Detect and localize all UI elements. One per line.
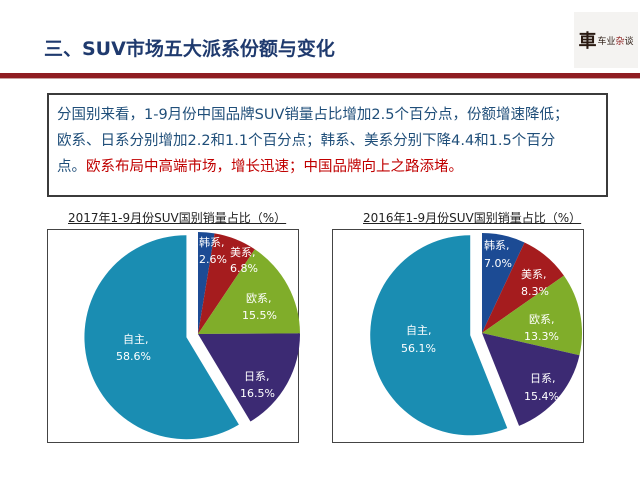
- pie-slice-korean: [482, 233, 525, 333]
- pie-slice-european: [482, 275, 582, 356]
- svg-text:58.6%: 58.6%: [116, 350, 151, 363]
- svg-text:韩系,: 韩系,: [484, 238, 510, 252]
- pie-slice-japanese: [482, 333, 580, 426]
- pie-2016-slices: [370, 233, 582, 436]
- pie-slice-american: [198, 233, 255, 334]
- svg-text:8.3%: 8.3%: [521, 285, 549, 298]
- chart-2016-title: 2016年1-9月份SUV国别销量占比（%）: [363, 211, 582, 225]
- pie-2017-slices: [84, 232, 300, 440]
- chart-2017-pie: 韩系, 2.6% 美系, 6.8% 欧系, 15.5% 日系, 16.5% 自主…: [47, 229, 300, 443]
- summary-line-2: 欧系、日系分别增加2.2和1.1个百分点；韩系、美系分别下降4.4和1.5个百分: [57, 133, 556, 149]
- summary-highlight: 欧系布局中高端市场，增长迅速；中国品牌向上之路添堵。: [86, 159, 463, 175]
- svg-text:美系,: 美系,: [230, 246, 256, 259]
- logo-text: 车业杂谈: [597, 36, 634, 47]
- pie-slice-korean: [198, 232, 215, 334]
- svg-text:13.3%: 13.3%: [524, 330, 559, 343]
- logo-mark-icon: 車: [578, 31, 597, 52]
- svg-text:6.8%: 6.8%: [230, 262, 258, 275]
- svg-text:15.4%: 15.4%: [524, 390, 559, 403]
- summary-line-1: 分国别来看，1-9月份中国品牌SUV销量占比增加2.5个百分点，份额增速降低；: [57, 107, 569, 123]
- chart-2017-title: 2017年1-9月份SUV国别销量占比（%）: [68, 211, 287, 225]
- pie-slice-japanese: [198, 333, 300, 422]
- pie-2017-svg: 韩系, 2.6% 美系, 6.8% 欧系, 15.5% 日系, 16.5% 自主…: [84, 232, 300, 440]
- summary-box: 分国别来看，1-9月份中国品牌SUV销量占比增加2.5个百分点，份额增速降低； …: [47, 93, 608, 197]
- svg-text:自主,: 自主,: [406, 324, 432, 337]
- svg-text:自主,: 自主,: [123, 333, 149, 346]
- svg-text:7.0%: 7.0%: [484, 257, 512, 270]
- svg-text:日系,: 日系,: [244, 370, 270, 383]
- pie-slice-domestic: [84, 235, 239, 440]
- header-divider: [0, 73, 640, 78]
- pie-slice-european: [198, 249, 300, 334]
- svg-text:56.1%: 56.1%: [401, 342, 436, 355]
- svg-text:15.5%: 15.5%: [242, 309, 277, 322]
- page-title: 三、SUV市场五大派系份额与变化: [44, 38, 335, 60]
- header-divider-shadow: [0, 78, 640, 79]
- svg-text:美系,: 美系,: [521, 268, 547, 281]
- svg-text:日系,: 日系,: [530, 372, 556, 385]
- summary-line-3: 点。欧系布局中高端市场，增长迅速；中国品牌向上之路添堵。: [57, 159, 463, 175]
- pie-2016-svg: 韩系, 7.0% 美系, 8.3% 欧系, 13.3% 日系, 15.4% 自主…: [370, 233, 582, 436]
- svg-text:2.6%: 2.6%: [199, 253, 227, 266]
- pie-slice-domestic: [370, 235, 508, 436]
- svg-text:16.5%: 16.5%: [240, 387, 275, 400]
- svg-text:欧系,: 欧系,: [529, 313, 555, 326]
- svg-text:韩系,: 韩系,: [199, 235, 225, 249]
- pie-slice-american: [482, 242, 564, 333]
- svg-text:欧系,: 欧系,: [246, 292, 272, 305]
- brand-logo: 車 车业杂谈: [574, 12, 638, 68]
- chart-2016-pie: 韩系, 7.0% 美系, 8.3% 欧系, 13.3% 日系, 15.4% 自主…: [332, 229, 584, 443]
